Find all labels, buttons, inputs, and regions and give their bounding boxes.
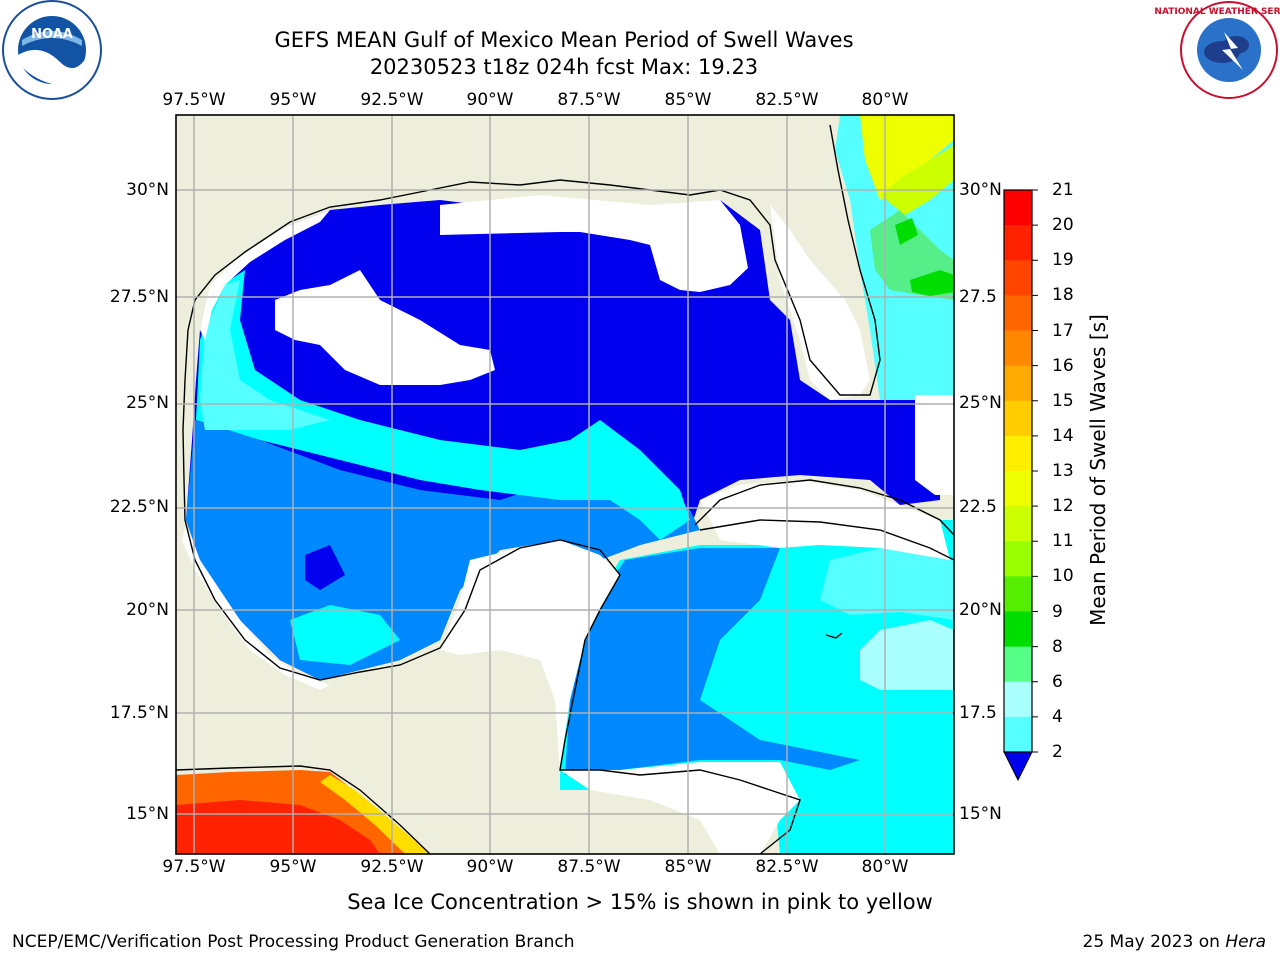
credit-left: NCEP/EMC/Verification Post Processing Pr… (12, 932, 575, 952)
cuba-shelf-nodata (700, 480, 950, 560)
chart-subtitle: 20230523 t18z 024h fcst Max: 19.23 (369, 55, 759, 79)
colorbar-tick-label: 15 (1052, 390, 1074, 411)
colorbar-tick-label: 19 (1052, 250, 1074, 271)
colorbar-tick-label: 13 (1052, 461, 1074, 481)
colorbar-tick-label: 14 (1052, 425, 1074, 446)
colorbar-segment (1004, 646, 1032, 683)
colorbar-segment (1004, 611, 1032, 648)
lat-tick-left: 20°N (126, 600, 169, 620)
lon-tick-top: 97.5°W (162, 90, 226, 110)
lat-tick-right: 25°N (959, 393, 1002, 413)
lon-tick-top: 85°W (664, 90, 712, 110)
lon-tick-bottom: 82.5°W (755, 857, 819, 877)
colorbar-tick-label: 18 (1052, 285, 1074, 306)
colorbar-tick-label: 11 (1052, 531, 1074, 552)
colorbar-segment (1004, 260, 1032, 296)
lat-tick-left: 27.5°N (109, 287, 169, 307)
colorbar-segment (1004, 365, 1032, 402)
keys-nodata (915, 395, 954, 495)
colorbar-segment (1004, 681, 1032, 718)
lon-tick-top: 92.5°W (360, 90, 424, 110)
colorbar-label: Mean Period of Swell Waves [s] (1086, 314, 1110, 626)
lat-tick-right: 17.5 (959, 703, 997, 723)
colorbar-segment (1004, 400, 1032, 437)
gulf-nodata-west (275, 270, 495, 385)
credit-right: 25 May 2023 on Hera (1083, 932, 1267, 952)
colorbar-tick-label: 2 (1052, 742, 1063, 762)
lon-tick-bottom: 97.5°W (162, 857, 226, 877)
colorbar-segment (1004, 541, 1032, 577)
colorbar-segment (1004, 576, 1032, 612)
colorbar-segment (1004, 295, 1032, 331)
lat-tick-left: 17.5°N (109, 703, 169, 723)
gulf-nodata-east (770, 205, 870, 400)
colorbar-segment (1004, 716, 1032, 753)
lat-tick-right: 30°N (959, 180, 1002, 200)
lon-tick-bottom: 95°W (269, 857, 317, 877)
gulf-darkblue-spot (305, 545, 345, 590)
honduras-nodata (560, 762, 800, 854)
lon-tick-top: 80°W (861, 90, 909, 110)
map-frame (175, 114, 955, 855)
gulf-cyan-band (196, 270, 690, 540)
chart-title: GEFS MEAN Gulf of Mexico Mean Period of … (274, 28, 854, 52)
texas-coast-nodata (200, 210, 330, 340)
atlantic-green-spot-2 (910, 270, 954, 296)
lon-tick-bottom: 85°W (664, 857, 712, 877)
colorbar-segment (1004, 225, 1032, 261)
coastlines (176, 124, 954, 854)
colorbar-tick-label: 16 (1052, 355, 1074, 376)
lon-tick-top: 82.5°W (755, 90, 819, 110)
colorbar-segment (1004, 435, 1032, 472)
lat-tick-right: 27.5 (959, 287, 997, 307)
colorbar-segment (1004, 506, 1032, 542)
lon-tick-top: 87.5°W (557, 90, 621, 110)
lon-tick-bottom: 90°W (466, 857, 514, 877)
caribbean-blue-band (565, 548, 860, 775)
colorbar-tick-label: 6 (1052, 671, 1063, 692)
lat-tick-left: 25°N (126, 393, 169, 413)
caribbean-lightcyan-patch-2 (820, 548, 954, 620)
gulf-nodata-north (440, 195, 748, 292)
colorbar-tick-label: 21 (1052, 180, 1074, 200)
colorbar-segment (1004, 190, 1032, 226)
credit-host: Hera (1225, 932, 1266, 952)
lat-tick-left: 30°N (126, 180, 169, 200)
colorbar-segment (1004, 330, 1032, 367)
lon-tick-top: 90°W (466, 90, 514, 110)
lon-tick-bottom: 80°W (861, 857, 909, 877)
colorbar-tick-label: 17 (1052, 320, 1074, 341)
lat-tick-right: 20°N (959, 600, 1002, 620)
colorbar-under-triangle (1003, 751, 1033, 782)
atlantic-yellow-patch (860, 115, 954, 200)
atlantic-green-spot (895, 218, 918, 245)
colorbar-tick-label: 4 (1052, 706, 1063, 727)
lon-tick-bottom: 87.5°W (557, 857, 621, 877)
colorbar-tick-label: 20 (1052, 215, 1074, 236)
colorbar-tick-label: 8 (1052, 636, 1063, 657)
gulf-south-cyan-patch (290, 605, 400, 665)
colorbar-tick-label: 9 (1052, 601, 1063, 622)
caribbean-lightcyan-patch (860, 620, 954, 690)
lat-tick-left: 22.5°N (109, 497, 169, 517)
credit-date: 25 May 2023 on (1082, 932, 1226, 952)
atlantic-lime-patch (880, 145, 954, 215)
sea-ice-note: Sea Ice Concentration > 15% is shown in … (347, 890, 933, 914)
lon-tick-top: 95°W (269, 90, 317, 110)
lon-tick-bottom: 92.5°W (360, 857, 424, 877)
colorbar-tick-label: 10 (1052, 566, 1074, 587)
colorbar-tick-label: 12 (1052, 496, 1074, 517)
yucatan-nodata (440, 540, 620, 770)
colorbar-segment (1004, 471, 1032, 507)
gulf-lightcyan-shelf (200, 280, 330, 430)
colorbar (1003, 189, 1038, 782)
lat-tick-right: 22.5 (959, 497, 997, 517)
lat-tick-right: 15°N (959, 804, 1002, 824)
lat-tick-left: 15°N (126, 804, 169, 824)
graticule (176, 115, 954, 854)
